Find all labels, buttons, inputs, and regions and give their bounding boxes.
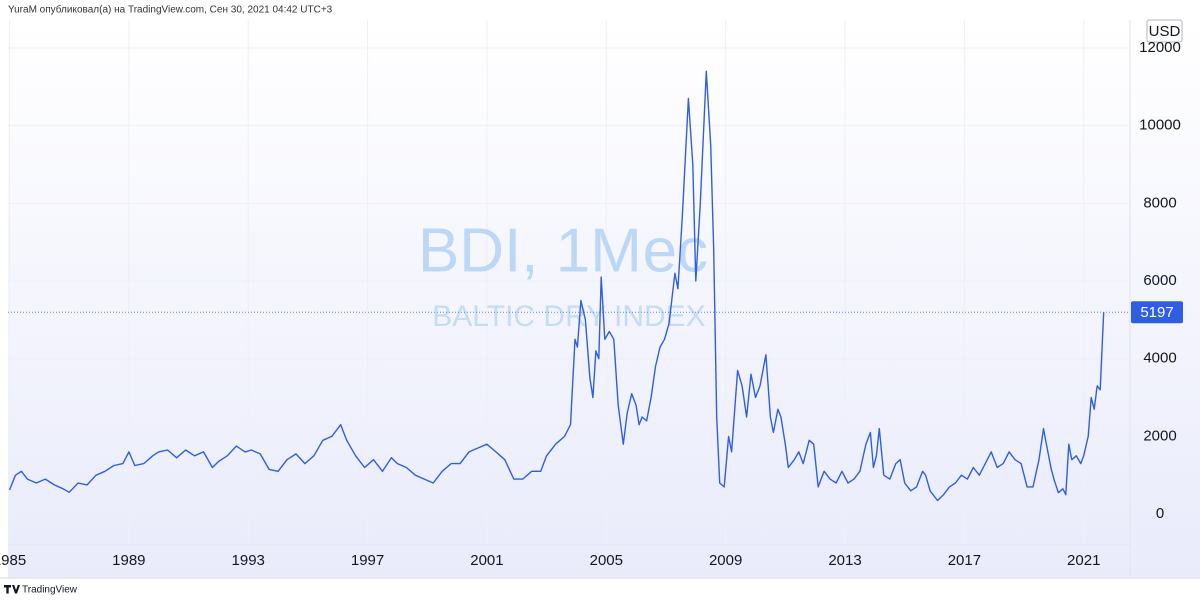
watermark-title: BDI, 1Мес xyxy=(418,216,708,285)
x-tick-label: 2009 xyxy=(709,552,742,569)
y-tick-label: 10000 xyxy=(1139,117,1181,134)
x-tick-label: 1997 xyxy=(351,552,384,569)
y-tick-label: 0 xyxy=(1156,505,1164,522)
y-tick-label: 2000 xyxy=(1143,427,1176,444)
x-tick-label: 2005 xyxy=(590,552,623,569)
x-tick-label: 1993 xyxy=(232,552,265,569)
axes: 0 2000 4000 6000 8000 10000 12000 1985 1989 1993 1… xyxy=(0,39,1183,569)
watermark-subtitle: BALTIC DRY INDEX xyxy=(432,300,705,333)
x-tick-label: 2001 xyxy=(470,552,503,569)
header: YuraM опубликовал(а) на TradingView.com,… xyxy=(8,4,333,16)
x-tick-label: 2013 xyxy=(828,552,861,569)
last-price-label: 5197 xyxy=(1140,304,1173,321)
last-price-box xyxy=(1131,301,1183,324)
y-tick-label: 8000 xyxy=(1143,194,1176,211)
y-tick-label: 12000 xyxy=(1139,39,1181,56)
x-tick-label: 2021 xyxy=(1067,552,1100,569)
x-tick-label: 1989 xyxy=(112,552,145,569)
logo-icon xyxy=(3,585,20,594)
grid xyxy=(8,20,1130,545)
y-tick-label: 6000 xyxy=(1143,272,1176,289)
currency-box xyxy=(1146,19,1183,43)
axis-background xyxy=(1130,20,1200,577)
brand-logo: TradingView xyxy=(3,585,78,596)
y-tick-label: 4000 xyxy=(1143,350,1176,367)
price-line xyxy=(8,70,1105,502)
brand: TradingView xyxy=(22,585,78,596)
x-tick-label: 2017 xyxy=(948,552,981,569)
plot xyxy=(8,70,1130,502)
plot-background xyxy=(8,20,1130,577)
x-tick-label: 1985 xyxy=(0,552,26,569)
currency: USD xyxy=(1149,23,1181,40)
